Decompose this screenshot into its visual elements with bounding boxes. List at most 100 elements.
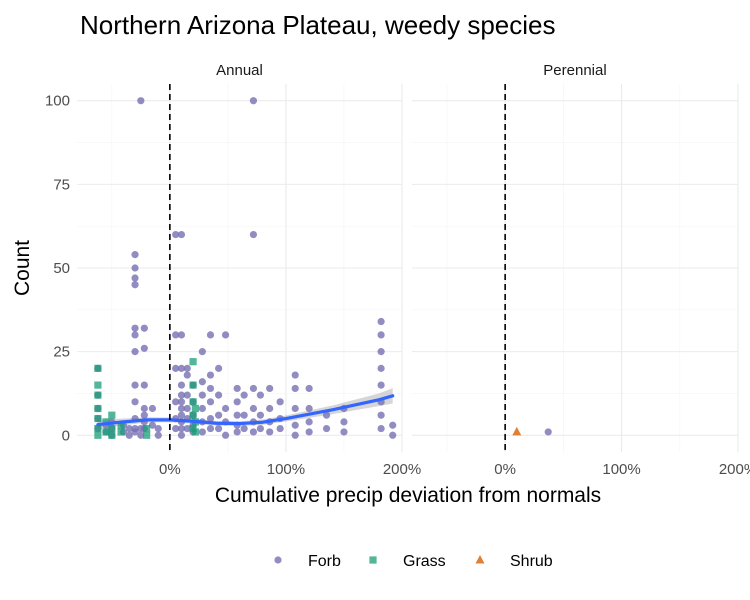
- data-point-grass: [108, 411, 116, 419]
- data-point-forb: [177, 398, 186, 406]
- data-point-grass: [108, 431, 116, 439]
- data-point-forb: [305, 384, 313, 393]
- data-point-grass: [108, 424, 116, 433]
- data-point-forb: [131, 251, 139, 259]
- data-point-forb: [291, 371, 299, 379]
- data-point-forb: [377, 317, 385, 326]
- data-point-forb: [305, 404, 313, 413]
- data-point-forb: [154, 424, 162, 433]
- data-point-grass: [94, 431, 102, 439]
- data-point-forb: [206, 384, 215, 393]
- x-tick-label: 200%: [719, 461, 750, 478]
- data-point-forb: [240, 391, 248, 399]
- data-point-forb: [183, 364, 191, 372]
- data-point-grass: [94, 414, 102, 423]
- data-point-forb: [266, 404, 274, 413]
- data-point-grass: [102, 418, 110, 426]
- data-point-forb: [389, 431, 397, 439]
- data-point-forb: [183, 371, 191, 379]
- data-point-forb: [131, 264, 139, 272]
- data-point-forb: [221, 331, 230, 339]
- data-point-grass: [94, 364, 102, 372]
- smooth-trend-line: [96, 394, 395, 427]
- data-point-forb: [177, 391, 186, 399]
- data-point-forb: [389, 421, 397, 429]
- data-point-forb: [221, 404, 230, 413]
- data-point-forb: [177, 404, 186, 413]
- legend-key-forb: [274, 556, 282, 564]
- data-point-forb: [183, 391, 191, 399]
- data-point-forb: [206, 424, 215, 433]
- x-tick-label: 100%: [602, 461, 640, 478]
- data-point-forb: [131, 324, 139, 332]
- data-point-forb: [137, 431, 145, 439]
- data-point-forb: [233, 411, 241, 419]
- legend: Forb Grass Shrub: [274, 553, 553, 570]
- x-tick-label: 0%: [159, 461, 181, 478]
- data-point-forb: [377, 424, 385, 433]
- data-point-grass: [117, 428, 125, 436]
- data-point-forb: [172, 398, 180, 406]
- y-axis: 0 25 50 75 100: [45, 93, 70, 445]
- data-point-grass: [94, 424, 102, 433]
- y-tick-label: 25: [53, 344, 70, 361]
- data-point-forb: [377, 364, 385, 372]
- data-point-forb: [233, 428, 241, 436]
- y-tick-label: 50: [53, 260, 70, 277]
- data-point-forb: [291, 404, 299, 413]
- data-point-forb: [177, 431, 186, 439]
- y-tick-label: 0: [62, 427, 70, 444]
- data-point-forb: [233, 384, 241, 393]
- legend-label-shrub: Shrub: [510, 553, 553, 570]
- data-point-forb: [131, 331, 139, 339]
- data-point-forb: [206, 398, 215, 406]
- data-point-forb: [177, 364, 186, 372]
- data-point-forb: [215, 364, 223, 372]
- data-point-forb: [177, 411, 186, 419]
- data-point-forb: [377, 348, 385, 356]
- data-point-forb: [131, 274, 139, 282]
- data-point-forb: [276, 424, 284, 433]
- data-point-grass: [94, 381, 102, 389]
- data-point-forb: [256, 411, 264, 419]
- data-point-forb: [249, 97, 258, 105]
- data-point-forb: [154, 431, 162, 439]
- data-point-forb: [183, 404, 191, 413]
- chart-title: Northern Arizona Plateau, weedy species: [80, 10, 556, 40]
- data-point-forb: [215, 411, 223, 419]
- data-point-forb: [137, 97, 145, 105]
- data-point-forb: [340, 428, 348, 436]
- x-axis-title: Cumulative precip deviation from normals: [215, 484, 601, 507]
- data-point-grass: [189, 381, 197, 389]
- data-point-grass: [189, 411, 197, 419]
- data-point-grass: [94, 404, 102, 413]
- y-axis-title: Count: [11, 240, 34, 296]
- data-point-forb: [322, 424, 331, 433]
- x-tick-label: 0%: [494, 461, 516, 478]
- data-point-forb: [305, 418, 313, 426]
- data-point-grass: [102, 428, 110, 436]
- data-point-forb: [206, 371, 215, 379]
- data-point-forb: [177, 424, 186, 433]
- data-point-forb: [249, 384, 258, 393]
- data-point-forb: [266, 384, 274, 393]
- data-point-grass: [117, 421, 125, 429]
- data-point-forb: [148, 404, 157, 413]
- data-point-forb: [276, 398, 284, 406]
- data-point-forb: [291, 431, 299, 439]
- legend-label-forb: Forb: [308, 553, 341, 570]
- data-point-forb: [291, 421, 299, 429]
- data-point-forb: [172, 364, 180, 372]
- data-point-forb: [148, 421, 157, 429]
- data-point-forb: [177, 331, 186, 339]
- data-point-forb: [249, 230, 258, 239]
- data-point-forb: [140, 404, 148, 413]
- data-point-forb: [140, 411, 148, 419]
- data-point-forb: [131, 348, 139, 356]
- panel-annual: Annual 0% 100% 200%: [77, 62, 421, 478]
- data-point-grass: [191, 404, 199, 413]
- data-point-forb: [131, 281, 139, 289]
- data-point-forb: [172, 424, 180, 433]
- data-point-forb: [377, 331, 385, 339]
